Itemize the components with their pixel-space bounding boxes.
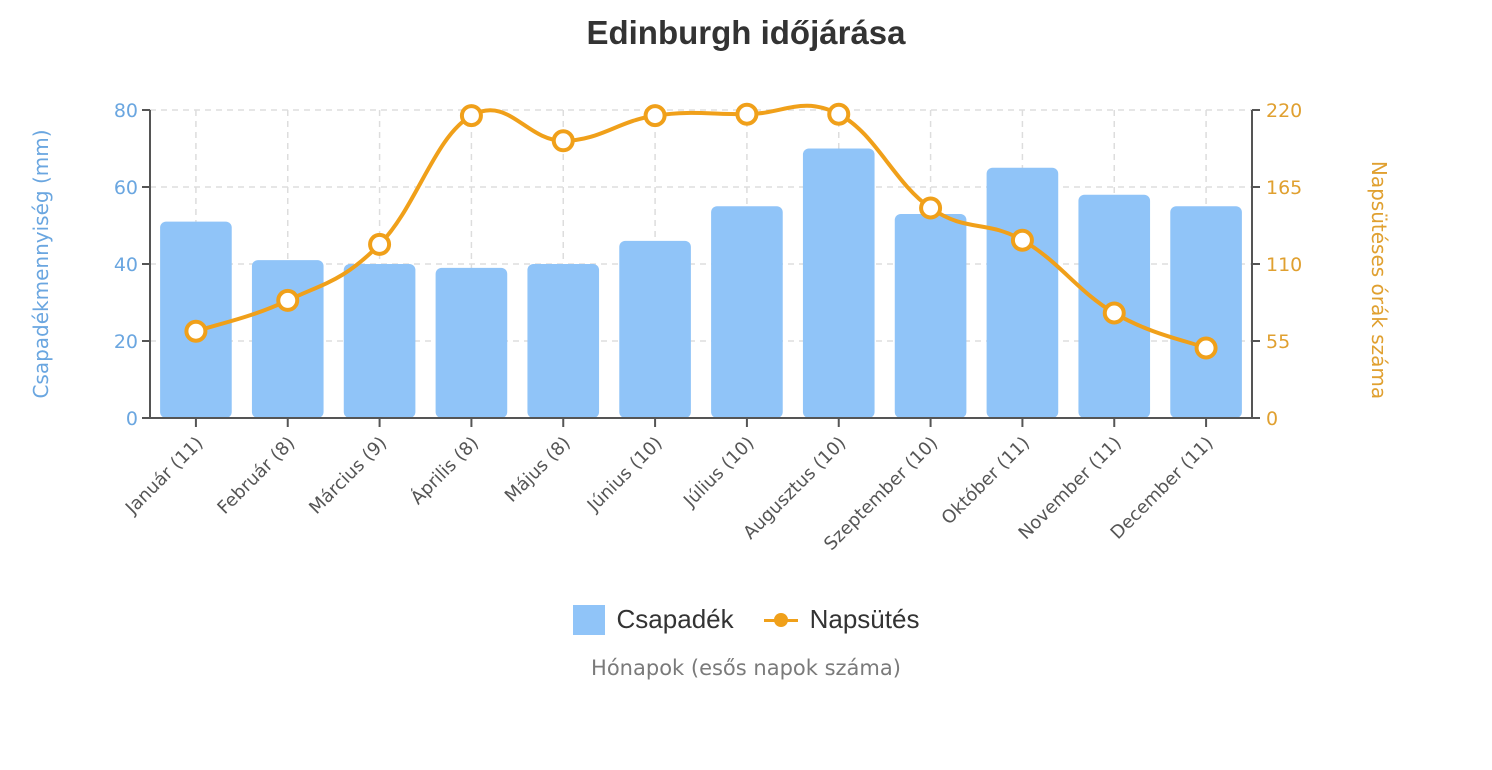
- line-marker-swatch-icon: [763, 605, 798, 635]
- x-tick-label: Április (8): [406, 432, 483, 509]
- x-axis-title: Hónapok (esős napok száma): [591, 656, 901, 680]
- bar: [527, 264, 600, 418]
- x-tick-label: Január (11): [121, 433, 207, 519]
- bar: [435, 267, 508, 418]
- legend-label-csapadek: Csapadék: [616, 604, 734, 634]
- x-tick-label: Március (9): [305, 433, 391, 519]
- line-series-napsutes: [184, 102, 1218, 360]
- bar: [619, 240, 691, 418]
- x-tick-label: Július (10): [679, 433, 758, 512]
- line-point-marker: [1010, 228, 1034, 252]
- y-left-tick-label: 60: [114, 177, 138, 199]
- line-point-marker: [643, 104, 667, 128]
- bar: [711, 206, 783, 418]
- bar-swatch-icon: [572, 604, 605, 635]
- bar: [251, 260, 324, 418]
- y-left-axis-title: Csapadékmennyiség (mm): [29, 129, 53, 398]
- line-point-marker: [827, 102, 851, 126]
- y-left-tick-label: 40: [114, 254, 138, 276]
- line-point-marker: [551, 129, 575, 153]
- chart-title: Edinburgh időjárása: [586, 14, 906, 51]
- line-point-marker: [735, 102, 759, 126]
- x-tick-label: Június (10): [583, 433, 667, 517]
- line-point-marker: [184, 319, 208, 343]
- legend-label-napsutes: Napsütés: [809, 604, 920, 634]
- bar: [894, 213, 967, 418]
- legend-item-csapadek[interactable]: Csapadék: [572, 604, 734, 635]
- y-right-axis-title: Napsütéses órák száma: [1367, 161, 1391, 399]
- bar: [343, 264, 416, 418]
- y-right-tick-label: 220: [1266, 100, 1302, 122]
- line-point-marker: [919, 196, 943, 220]
- y-left-tick-label: 20: [114, 331, 138, 353]
- legend: Csapadék Napsütés: [0, 604, 1492, 635]
- y-right-tick-label: 110: [1266, 254, 1302, 276]
- y-left-tick-label: 0: [126, 408, 138, 430]
- bar: [986, 167, 1059, 418]
- chart-plot: 0 0 20 55 40 110 60 165 80 220 Január (11) Február …: [29, 100, 1391, 555]
- line-point-marker: [368, 232, 392, 256]
- x-tick-label: Május (8): [501, 433, 575, 507]
- legend-item-napsutes[interactable]: Napsütés: [763, 604, 920, 635]
- y-right-tick-label: 165: [1266, 177, 1302, 199]
- x-tick-label: Február (8): [213, 433, 299, 519]
- bar: [802, 148, 875, 418]
- line-point-marker: [1102, 301, 1126, 325]
- line-point-marker: [459, 104, 483, 128]
- y-left-tick-label: 80: [114, 100, 138, 122]
- y-right-tick-label: 55: [1266, 331, 1290, 353]
- line-point-marker: [276, 288, 300, 312]
- bar: [1170, 206, 1242, 418]
- line-point-marker: [1194, 336, 1218, 360]
- y-right-tick-label: 0: [1266, 408, 1278, 430]
- x-tick-label: Október (11): [938, 433, 1034, 529]
